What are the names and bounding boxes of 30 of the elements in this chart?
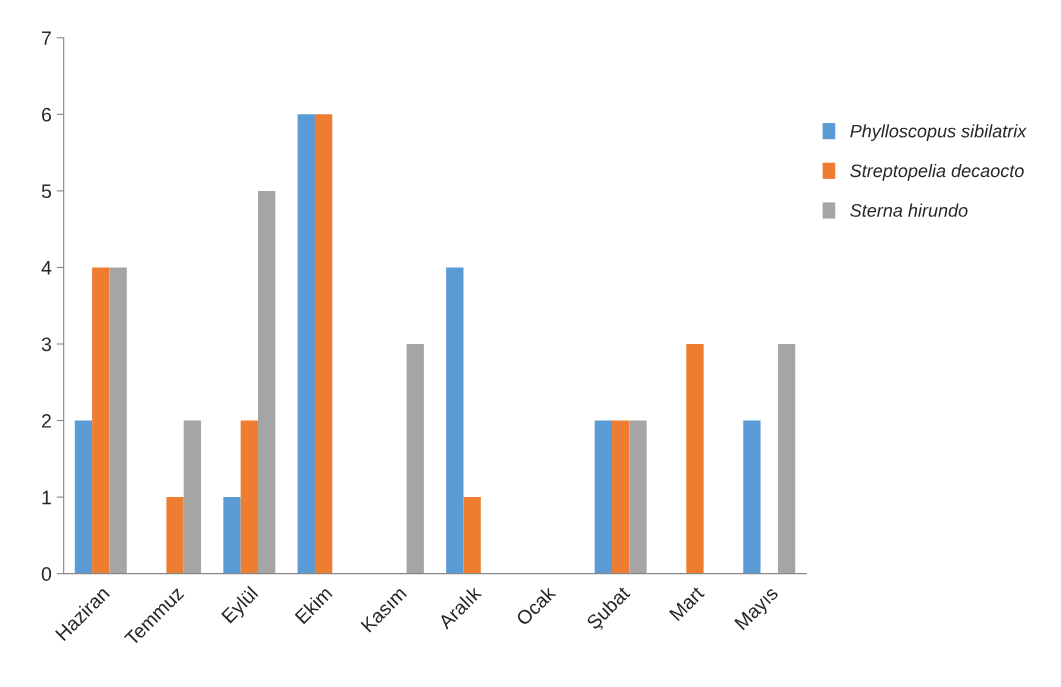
bar (166, 497, 184, 574)
bar (109, 267, 127, 574)
bar (777, 343, 796, 574)
bar (223, 497, 241, 574)
bar (629, 420, 647, 574)
bar (743, 420, 761, 574)
bar (612, 420, 630, 574)
bar (92, 267, 110, 574)
bar (406, 343, 424, 574)
bar (240, 420, 258, 574)
y-tick-label: 7 (42, 31, 51, 45)
y-tick-label: 3 (41, 337, 51, 352)
legend-label: Streptopelia decaocto (850, 163, 1024, 181)
y-tick-label: 1 (42, 490, 51, 505)
bar (446, 267, 464, 574)
bar (686, 343, 704, 574)
y-tick-label: 0 (41, 567, 52, 581)
y-tick-label: 4 (41, 261, 52, 275)
bar (594, 420, 613, 574)
bar (463, 497, 481, 574)
y-tick-label: 5 (41, 184, 52, 199)
y-tick-label: 6 (42, 107, 51, 122)
bar (297, 114, 315, 574)
legend-label: Sterna hirundo (850, 203, 968, 217)
y-tick-label: 2 (42, 414, 51, 428)
bar (314, 114, 333, 574)
bar (74, 420, 93, 574)
bar (183, 420, 202, 574)
bar (258, 190, 276, 574)
legend-label: Phylloscopus sibilatrix (850, 124, 1027, 142)
